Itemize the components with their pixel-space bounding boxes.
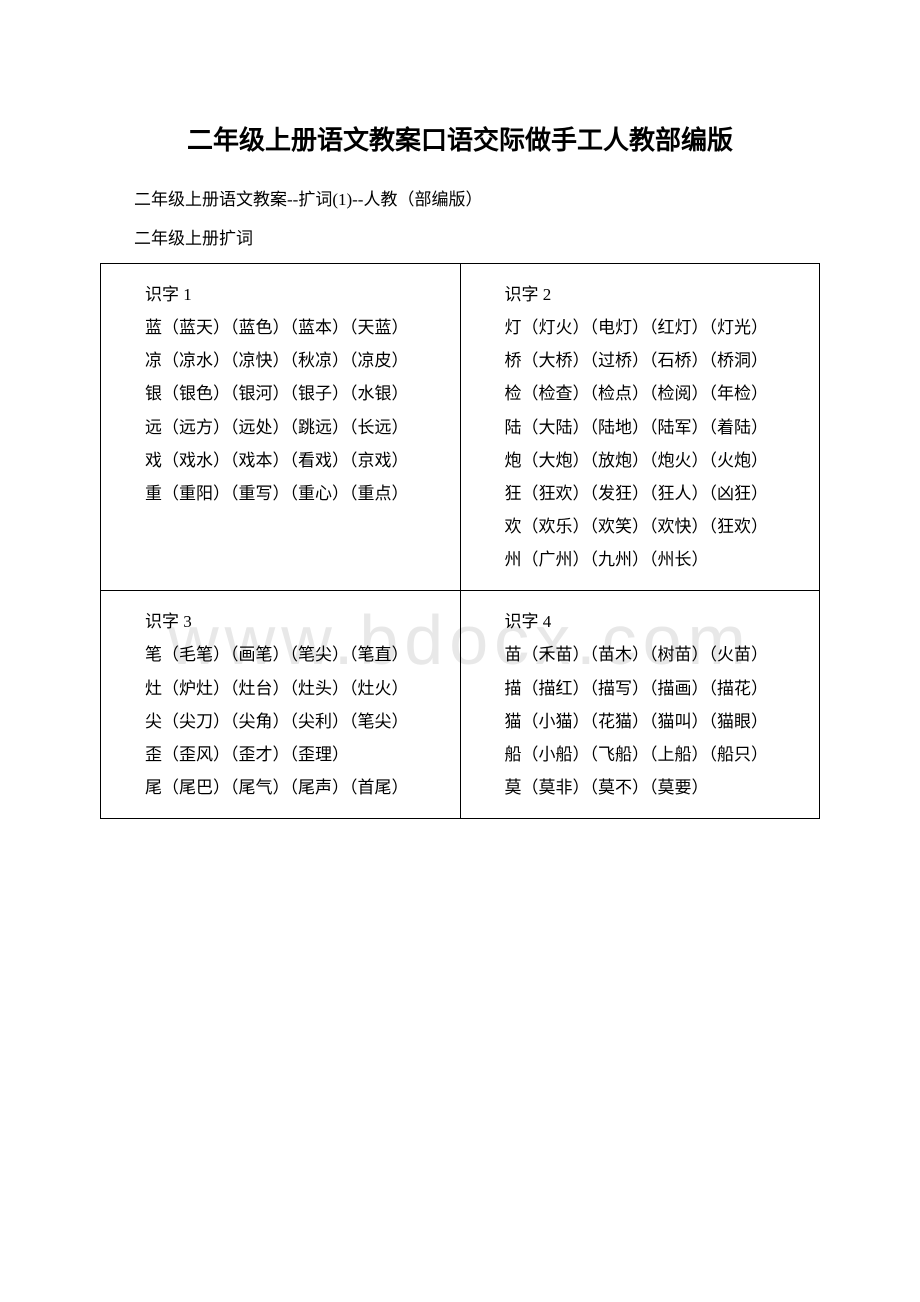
vocabulary-table: 识字 1 蓝（蓝天）（蓝色）（蓝本）（天蓝） 凉（凉水）（凉快）（秋凉）（凉皮）… <box>100 263 820 819</box>
vocab-line: 灯（灯火）（电灯）（红灯）（灯光） <box>471 311 810 344</box>
cell-shizi-2: 识字 2 灯（灯火）（电灯）（红灯）（灯光） 桥（大桥）（过桥）（石桥）（桥洞）… <box>460 264 820 591</box>
cell-header: 识字 4 <box>471 605 810 638</box>
cell-header: 识字 2 <box>471 278 810 311</box>
vocab-line: 银（银色）（银河）（银子）（水银） <box>111 377 450 410</box>
vocab-line: 笔（毛笔）（画笔）（笔尖）（笔直） <box>111 638 450 671</box>
vocab-line: 州（广州）（九州）（州长） <box>471 543 810 576</box>
document-title: 二年级上册语文教案口语交际做手工人教部编版 <box>100 120 820 157</box>
document-page: www.bdocx.com 二年级上册语文教案口语交际做手工人教部编版 二年级上… <box>0 0 920 879</box>
document-subtitle-2: 二年级上册扩词 <box>100 224 820 249</box>
cell-shizi-4: 识字 4 苗（禾苗）（苗木）（树苗）（火苗） 描（描红）（描写）（描画）（描花）… <box>460 591 820 819</box>
vocab-line: 炮（大炮）（放炮）（炮火）（火炮） <box>471 444 810 477</box>
cell-shizi-1: 识字 1 蓝（蓝天）（蓝色）（蓝本）（天蓝） 凉（凉水）（凉快）（秋凉）（凉皮）… <box>101 264 461 591</box>
vocab-line: 灶（炉灶）（灶台）（灶头）（灶火） <box>111 672 450 705</box>
document-subtitle-1: 二年级上册语文教案--扩词(1)--人教（部编版） <box>100 185 820 210</box>
table-row: 识字 1 蓝（蓝天）（蓝色）（蓝本）（天蓝） 凉（凉水）（凉快）（秋凉）（凉皮）… <box>101 264 820 591</box>
vocab-line: 狂（狂欢）（发狂）（狂人）（凶狂） <box>471 477 810 510</box>
vocab-line: 戏（戏水）（戏本）（看戏）（京戏） <box>111 444 450 477</box>
content-layer: 二年级上册语文教案口语交际做手工人教部编版 二年级上册语文教案--扩词(1)--… <box>100 120 820 819</box>
cell-header: 识字 3 <box>111 605 450 638</box>
vocab-line: 远（远方）（远处）（跳远）（长远） <box>111 411 450 444</box>
vocab-line: 苗（禾苗）（苗木）（树苗）（火苗） <box>471 638 810 671</box>
vocab-line: 桥（大桥）（过桥）（石桥）（桥洞） <box>471 344 810 377</box>
cell-header: 识字 1 <box>111 278 450 311</box>
vocab-line: 尾（尾巴）（尾气）（尾声）（首尾） <box>111 771 450 804</box>
vocab-line: 陆（大陆）（陆地）（陆军）（着陆） <box>471 411 810 444</box>
vocab-line: 尖（尖刀）（尖角）（尖利）（笔尖） <box>111 705 450 738</box>
vocab-line: 猫（小猫）（花猫）（猫叫）（猫眼） <box>471 705 810 738</box>
vocab-line: 欢（欢乐）（欢笑）（欢快）（狂欢） <box>471 510 810 543</box>
vocab-line: 船（小船）（飞船）（上船）（船只） <box>471 738 810 771</box>
vocab-line: 检（检查）（检点）（检阅）（年检） <box>471 377 810 410</box>
vocab-line: 莫（莫非）（莫不）（莫要） <box>471 771 810 804</box>
table-row: 识字 3 笔（毛笔）（画笔）（笔尖）（笔直） 灶（炉灶）（灶台）（灶头）（灶火）… <box>101 591 820 819</box>
vocab-line: 歪（歪风）（歪才）（歪理） <box>111 738 450 771</box>
vocab-line: 重（重阳）（重写）（重心）（重点） <box>111 477 450 510</box>
vocab-line: 描（描红）（描写）（描画）（描花） <box>471 672 810 705</box>
vocab-line: 凉（凉水）（凉快）（秋凉）（凉皮） <box>111 344 450 377</box>
cell-shizi-3: 识字 3 笔（毛笔）（画笔）（笔尖）（笔直） 灶（炉灶）（灶台）（灶头）（灶火）… <box>101 591 461 819</box>
vocab-line: 蓝（蓝天）（蓝色）（蓝本）（天蓝） <box>111 311 450 344</box>
